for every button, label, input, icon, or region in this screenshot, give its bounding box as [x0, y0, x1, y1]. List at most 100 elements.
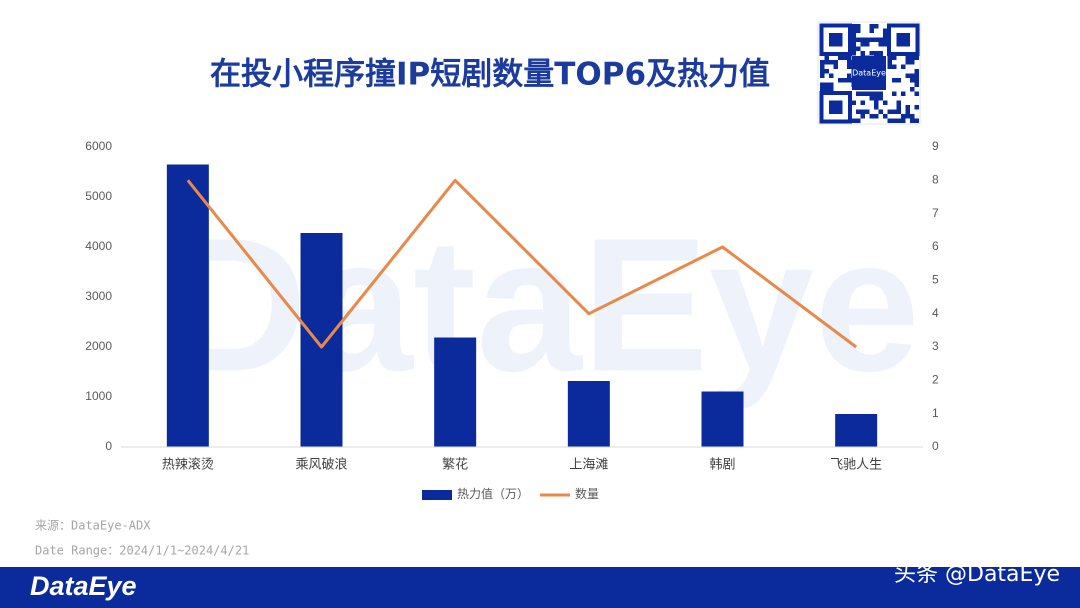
qr-module	[842, 55, 847, 60]
y2-tick-label: 9	[932, 139, 939, 153]
y2-tick-label: 5	[932, 273, 939, 287]
qr-module	[838, 55, 843, 60]
bar	[434, 337, 477, 447]
qr-module	[860, 42, 865, 47]
qr-module	[829, 73, 834, 78]
qr-module	[878, 109, 883, 114]
date-range: Date Range：2024/1/1~2024/4/21	[35, 544, 249, 558]
qr-module	[910, 73, 915, 78]
qr-module	[820, 82, 825, 87]
legend-label: 热力值（万）	[457, 486, 529, 501]
bar	[701, 391, 744, 447]
qr-module	[838, 78, 843, 83]
platform-watermark: 头条 @DataEye	[894, 562, 1060, 587]
bar	[835, 414, 878, 447]
qr-module	[833, 60, 838, 65]
qr-module	[833, 64, 838, 69]
qr-module	[914, 91, 919, 96]
qr-module	[905, 60, 910, 65]
qr-module	[856, 24, 861, 29]
qr-module	[851, 118, 856, 123]
qr-module	[883, 100, 888, 105]
qr-module	[910, 78, 915, 83]
qr-module	[874, 37, 879, 42]
x-tick-label: 乘风破浪	[295, 458, 347, 473]
qr-module	[820, 69, 825, 74]
qr-module	[878, 91, 883, 96]
y2-tick-label: 8	[932, 173, 939, 187]
qr-module	[865, 42, 870, 47]
y2-tick-label: 1	[932, 406, 939, 420]
qr-module	[905, 109, 910, 114]
qr-module	[887, 118, 892, 123]
qr-module	[829, 60, 834, 65]
source: 来源：DataEye-ADX	[35, 519, 151, 533]
qr-module	[856, 46, 861, 51]
qr-module	[842, 78, 847, 83]
qr-module	[851, 46, 856, 51]
qr-module	[878, 37, 883, 42]
qr-module	[820, 73, 825, 78]
x-tick-label: 飞驰人生	[830, 458, 882, 473]
qr-finder	[819, 23, 852, 56]
qr-module	[892, 64, 897, 69]
qr-module	[824, 69, 829, 74]
qr-module	[896, 109, 901, 114]
qr-module	[883, 37, 888, 42]
qr-module	[887, 55, 892, 60]
qr-module	[865, 37, 870, 42]
qr-module	[869, 96, 874, 101]
qr-module	[883, 33, 888, 38]
qr-module	[847, 55, 852, 60]
qr-module	[905, 114, 910, 119]
y-tick-label: 3000	[85, 289, 112, 303]
qr-module	[874, 96, 879, 101]
qr-module	[914, 55, 919, 60]
legend-swatch	[422, 490, 452, 500]
qr-module	[856, 109, 861, 114]
qr-module	[856, 28, 861, 33]
y2-tick-label: 6	[932, 239, 939, 253]
y-tick-label: 4000	[85, 239, 112, 253]
qr-module	[878, 42, 883, 47]
qr-label: DataEye	[852, 69, 886, 78]
qr-module	[874, 114, 879, 119]
qr-module	[860, 91, 865, 96]
qr-module	[856, 37, 861, 42]
qr-module	[914, 82, 919, 87]
qr-module	[869, 37, 874, 42]
qr-module	[874, 105, 879, 110]
qr-module	[847, 78, 852, 83]
qr-module	[824, 60, 829, 65]
y-tick-label: 1000	[85, 389, 112, 403]
qr-module	[829, 87, 834, 92]
qr-module	[901, 91, 906, 96]
y2-tick-label: 4	[932, 306, 939, 320]
qr-module	[914, 118, 919, 123]
qr-finder-dot	[829, 100, 843, 114]
qr-module	[896, 100, 901, 105]
qr-module	[851, 37, 856, 42]
qr-module	[892, 55, 897, 60]
qr-module	[824, 55, 829, 60]
y-tick-label: 2000	[85, 339, 112, 353]
qr-module	[910, 60, 915, 65]
qr-module	[892, 78, 897, 83]
qr-module	[824, 87, 829, 92]
qr-module	[905, 73, 910, 78]
bar	[567, 381, 610, 447]
qr-module	[874, 51, 879, 56]
qr-finder-dot	[829, 33, 843, 47]
qr-module	[824, 82, 829, 87]
qr-module	[901, 64, 906, 69]
qr-module	[865, 91, 870, 96]
qr-module	[856, 118, 861, 123]
qr-module	[847, 60, 852, 65]
qr-module	[883, 114, 888, 119]
qr-module	[874, 91, 879, 96]
qr-module	[851, 24, 856, 29]
qr-module	[896, 118, 901, 123]
qr-module	[860, 100, 865, 105]
qr-module	[865, 109, 870, 114]
